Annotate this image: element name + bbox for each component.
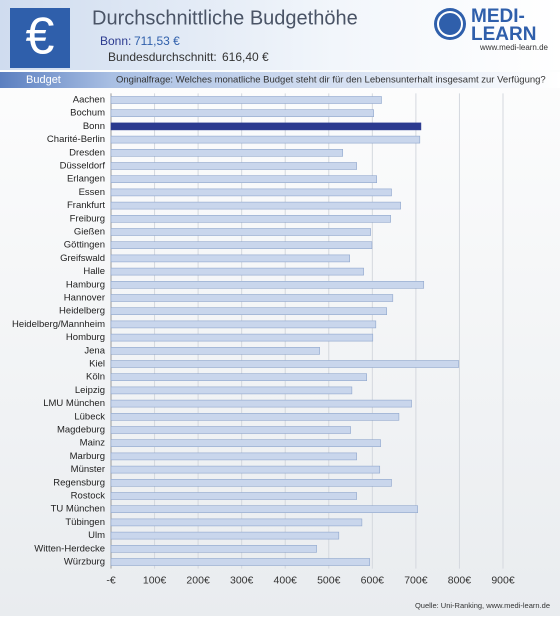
source: Quelle: Uni-Ranking, www.medi-learn.de bbox=[415, 601, 550, 610]
y-tick-label: Bochum bbox=[70, 108, 105, 119]
y-tick-label: Frankfurt bbox=[67, 200, 105, 211]
logo-line2: LEARN bbox=[471, 24, 536, 45]
bar bbox=[110, 215, 391, 223]
y-tick-label: Aachen bbox=[73, 95, 105, 106]
bar bbox=[110, 452, 357, 461]
bar bbox=[110, 478, 392, 487]
y-tick-label: Freiburg bbox=[70, 213, 105, 224]
chart-title: Durchschnittliche Budgethöhe bbox=[92, 7, 358, 29]
x-tick-label: 200€ bbox=[186, 574, 210, 586]
y-tick-label: Greifswald bbox=[60, 253, 105, 264]
logo-line1: MEDI- bbox=[471, 6, 525, 27]
y-tick-label: Charité-Berlin bbox=[47, 134, 105, 145]
y-tick-label: Lübeck bbox=[74, 411, 105, 422]
bar bbox=[110, 267, 364, 276]
bar bbox=[110, 228, 371, 236]
y-tick-label: Bonn bbox=[83, 121, 105, 132]
y-tick-label: Witten-Herdecke bbox=[34, 543, 105, 554]
label-band bbox=[0, 72, 560, 88]
bar bbox=[110, 399, 412, 408]
x-tick-label: 300€ bbox=[230, 574, 254, 586]
bar bbox=[110, 149, 344, 157]
bar bbox=[110, 294, 394, 302]
x-tick-label: 500€ bbox=[317, 574, 341, 586]
euro-symbol: € bbox=[26, 8, 55, 66]
bar bbox=[110, 280, 425, 289]
bar bbox=[110, 346, 320, 355]
y-tick-label: Düsseldorf bbox=[60, 161, 106, 172]
y-tick-label: TU München bbox=[51, 504, 105, 515]
logo-url: www.medi-learn.de bbox=[479, 43, 549, 52]
y-tick-label: Heidelberg/Mannheim bbox=[12, 319, 105, 330]
bar bbox=[110, 505, 418, 514]
bar bbox=[110, 320, 377, 329]
y-tick-label: Jena bbox=[84, 345, 105, 356]
x-tick-label: 900€ bbox=[491, 574, 515, 586]
bar bbox=[110, 492, 357, 500]
y-tick-label: Essen bbox=[79, 187, 105, 198]
y-tick-label: Regensburg bbox=[53, 477, 105, 488]
bar bbox=[110, 386, 353, 395]
euro-icon bbox=[10, 8, 70, 68]
bar bbox=[110, 162, 357, 170]
y-tick-label: Magdeburg bbox=[57, 425, 105, 436]
x-tick-label: 100€ bbox=[143, 574, 167, 586]
y-tick-label: Marburg bbox=[70, 451, 105, 462]
bar bbox=[110, 307, 388, 316]
logo-ring bbox=[437, 11, 463, 37]
bar bbox=[110, 135, 421, 144]
bar bbox=[110, 333, 374, 342]
bar bbox=[110, 109, 374, 117]
y-tick-label: Leipzig bbox=[75, 385, 105, 396]
y-tick-label: Homburg bbox=[66, 332, 105, 343]
bar bbox=[110, 531, 340, 540]
y-tick-label: Göttingen bbox=[64, 240, 105, 251]
highlight-label: Bonn: bbox=[100, 34, 131, 48]
x-tick-label: 600€ bbox=[361, 574, 385, 586]
x-tick-label: -€ bbox=[106, 574, 115, 586]
y-tick-label: Köln bbox=[86, 372, 105, 383]
bar bbox=[110, 412, 400, 421]
y-tick-label: Hannover bbox=[64, 293, 105, 304]
y-tick-label: Halle bbox=[83, 266, 105, 277]
y-tick-label: LMU München bbox=[43, 398, 105, 409]
y-tick-label: Rostock bbox=[71, 491, 106, 502]
y-tick-label: Gießen bbox=[74, 227, 105, 238]
bar bbox=[110, 175, 377, 183]
bar bbox=[110, 544, 317, 553]
bar bbox=[110, 518, 363, 527]
y-tick-label: Hamburg bbox=[66, 279, 105, 290]
bar bbox=[110, 465, 381, 474]
x-tick-label: 700€ bbox=[404, 574, 428, 586]
y-tick-label: Heidelberg bbox=[59, 306, 105, 317]
y-axis-label: Budget bbox=[26, 74, 61, 86]
bar bbox=[110, 254, 350, 263]
y-tick-label: Münster bbox=[71, 464, 105, 475]
question: Onginalfrage: Welches monatliche Budget … bbox=[116, 75, 546, 86]
bar bbox=[110, 426, 351, 434]
average-label: Bundesdurchschnitt: bbox=[108, 50, 217, 64]
y-tick-label: Kiel bbox=[89, 359, 105, 370]
highlight-value: 711,53 € bbox=[134, 34, 180, 48]
bar bbox=[110, 373, 367, 382]
bar bbox=[110, 439, 381, 448]
header-band bbox=[0, 0, 560, 70]
bar bbox=[110, 360, 459, 368]
bar bbox=[110, 96, 382, 104]
y-tick-label: Dresden bbox=[69, 147, 105, 158]
bar bbox=[110, 122, 422, 131]
y-tick-label: Mainz bbox=[80, 438, 106, 449]
bar bbox=[110, 558, 371, 566]
bar bbox=[110, 188, 392, 197]
y-tick-label: Tübingen bbox=[65, 517, 105, 528]
y-tick-label: Ulm bbox=[88, 530, 105, 541]
bar bbox=[110, 241, 373, 249]
y-tick-label: Erlangen bbox=[67, 174, 105, 185]
x-tick-label: 800€ bbox=[448, 574, 472, 586]
bar bbox=[110, 201, 401, 210]
x-tick-label: 400€ bbox=[274, 574, 298, 586]
average-value: 616,40 € bbox=[222, 50, 269, 64]
y-tick-label: Würzburg bbox=[64, 557, 105, 568]
